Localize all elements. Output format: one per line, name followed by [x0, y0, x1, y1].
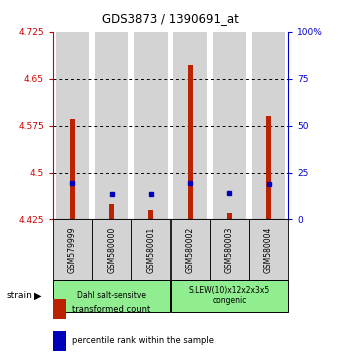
Bar [188, 65, 193, 219]
Text: GSM580002: GSM580002 [186, 227, 195, 273]
Bar [53, 280, 170, 312]
Bar [170, 219, 210, 280]
Bar [92, 219, 131, 280]
Text: GSM580003: GSM580003 [225, 226, 234, 273]
Bar [109, 204, 114, 219]
Bar [170, 280, 288, 312]
Text: Dahl salt-sensitve: Dahl salt-sensitve [77, 291, 146, 300]
Text: GSM579999: GSM579999 [68, 226, 77, 273]
Bar [227, 213, 232, 219]
Bar [134, 32, 167, 219]
Text: transformed count: transformed count [72, 304, 150, 314]
Bar [56, 32, 89, 219]
Bar [131, 219, 170, 280]
Bar [70, 119, 75, 219]
Bar [266, 116, 271, 219]
Bar [210, 219, 249, 280]
Text: GDS3873 / 1390691_at: GDS3873 / 1390691_at [102, 12, 239, 25]
Bar [148, 210, 153, 219]
Text: GSM580001: GSM580001 [146, 227, 155, 273]
Bar [213, 32, 246, 219]
Text: ▶: ▶ [34, 291, 42, 301]
Bar [174, 32, 207, 219]
Bar [252, 32, 285, 219]
Bar [95, 32, 128, 219]
Text: GSM580004: GSM580004 [264, 226, 273, 273]
Text: GSM580000: GSM580000 [107, 226, 116, 273]
Text: percentile rank within the sample: percentile rank within the sample [72, 336, 213, 346]
Text: strain: strain [7, 291, 33, 300]
Bar [249, 219, 288, 280]
Text: S.LEW(10)x12x2x3x5
congenic: S.LEW(10)x12x2x3x5 congenic [189, 286, 270, 305]
Bar [53, 219, 92, 280]
